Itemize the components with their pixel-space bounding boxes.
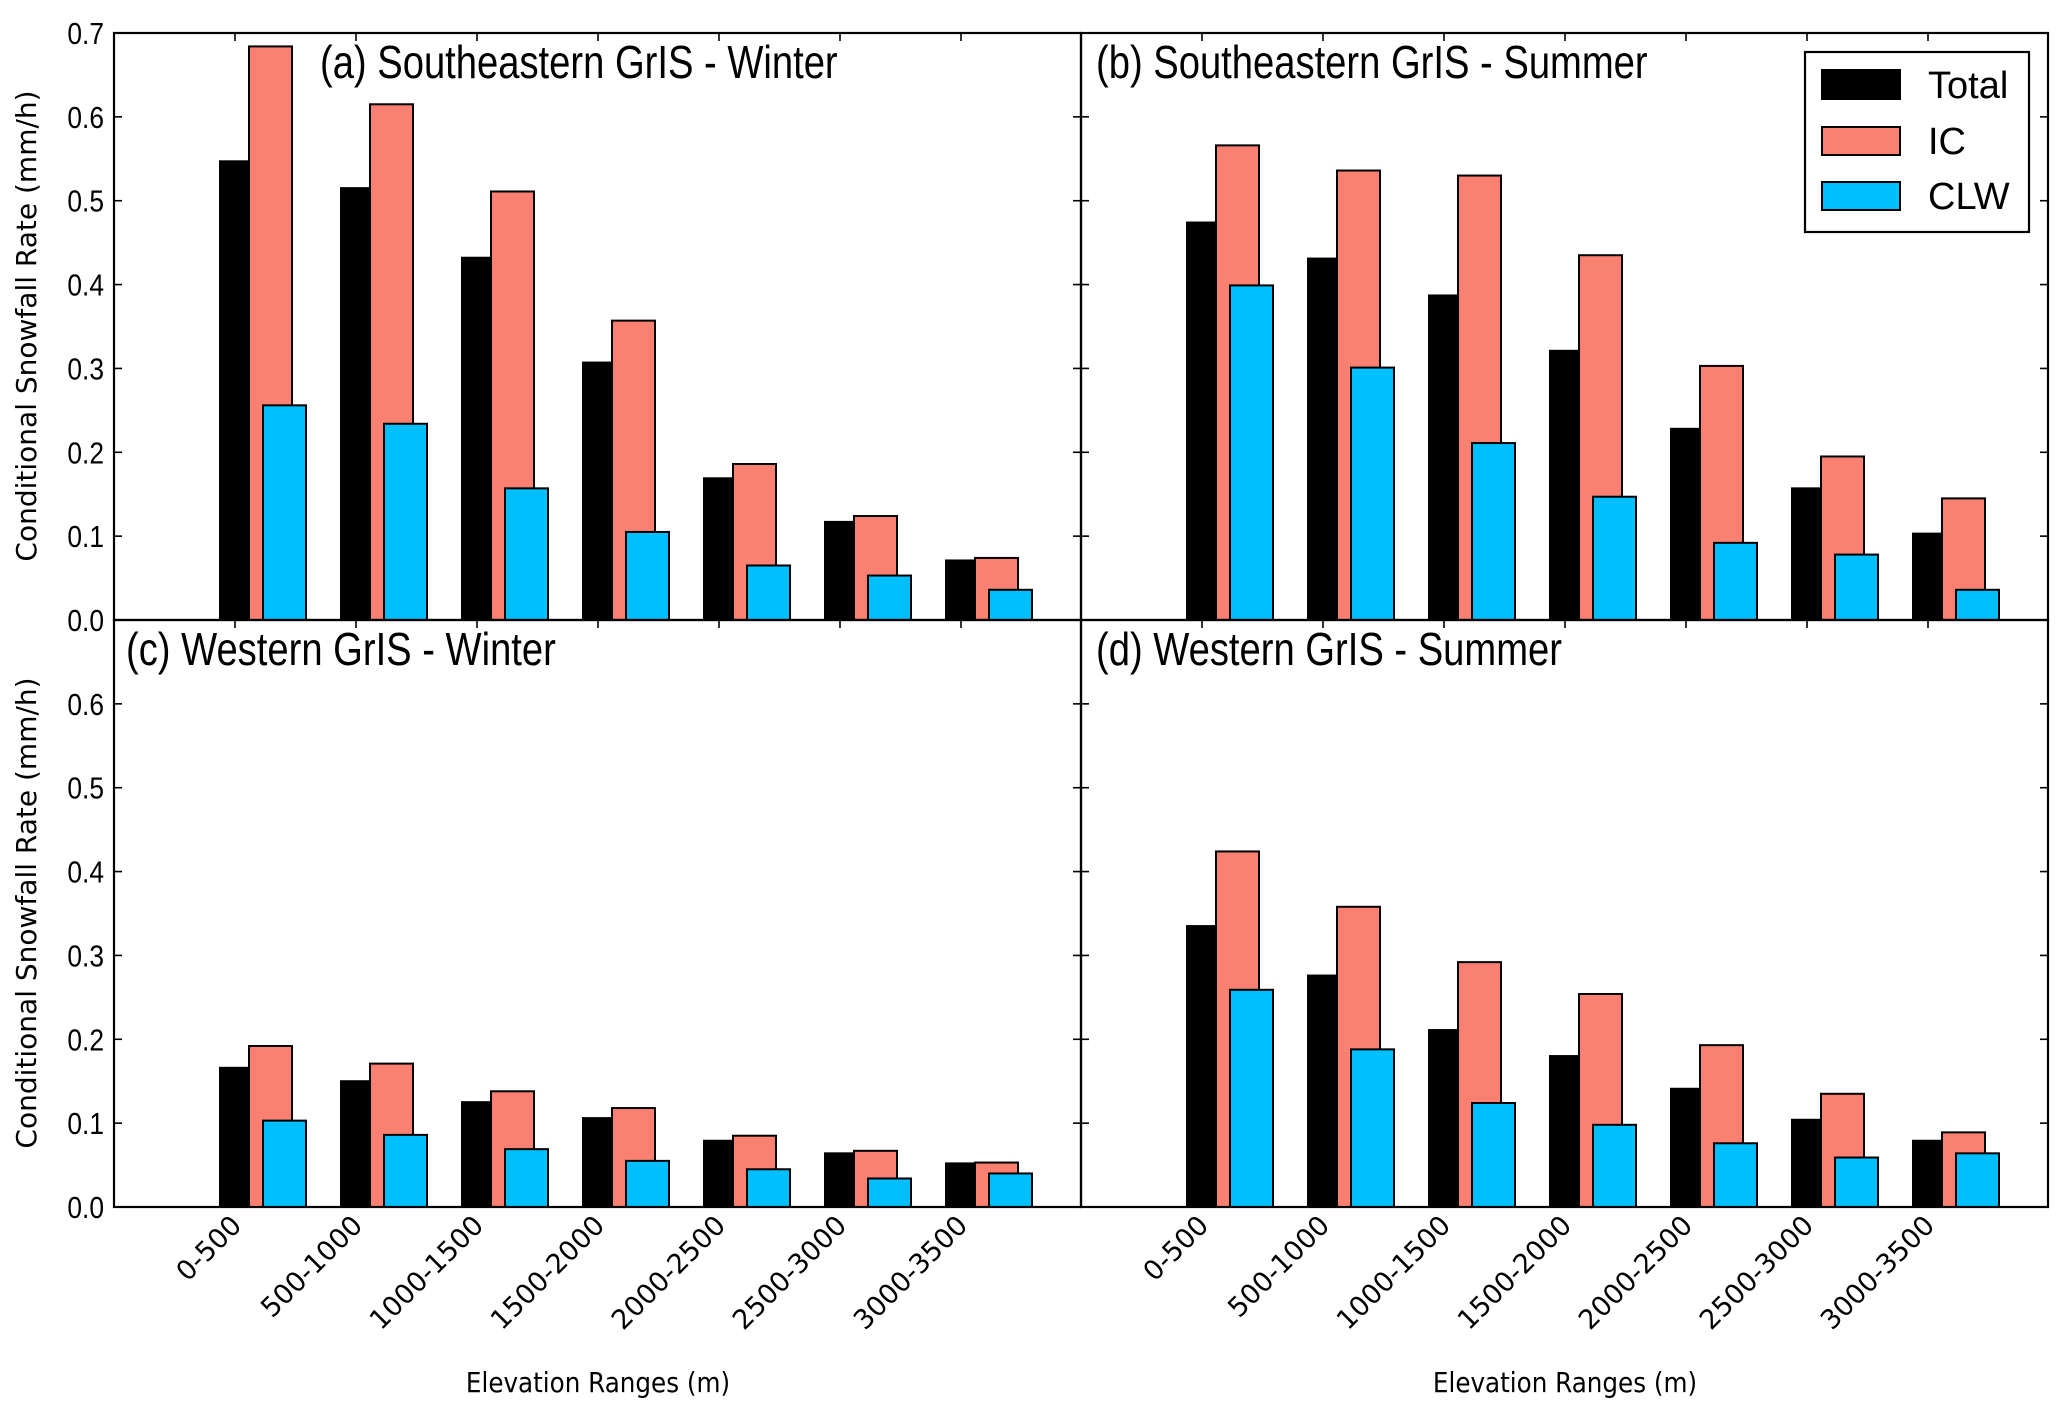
panel-d-bars — [1186, 850, 2000, 1209]
panel-d: (d) Western GrIS - Summer — [1079, 618, 2050, 1209]
y-tick-label: 0.0 — [67, 1191, 104, 1225]
bar-a-clw-6 — [867, 574, 912, 622]
bar-b-clw-6 — [1834, 553, 1879, 621]
y-tick-label: 0.5 — [67, 772, 104, 806]
panel-b-ticks — [1081, 32, 2048, 621]
bar-a-clw-5 — [746, 564, 791, 621]
panel-c: (c) Western GrIS - Winter — [112, 618, 1083, 1209]
bar-c-clw-1 — [262, 1119, 307, 1209]
y-tick-label: 0.1 — [67, 520, 104, 554]
bar-c-clw-5 — [746, 1168, 791, 1208]
panel-d-title: (d) Western GrIS - Summer — [1096, 624, 1562, 675]
panel-d-ticks — [1081, 619, 2048, 1208]
panel-a-bars — [219, 45, 1033, 622]
panel-c-bars — [219, 1044, 1033, 1209]
panel-c-ticks — [114, 619, 1081, 1208]
legend-swatch-ic — [1821, 126, 1901, 156]
y-tick-label: 0.3 — [67, 352, 104, 386]
x-axis-label-left: Elevation Ranges (m) — [466, 1368, 730, 1400]
bar-b-clw-5 — [1713, 541, 1758, 622]
legend-swatch-total — [1821, 69, 1901, 100]
bar-c-clw-2 — [383, 1133, 428, 1208]
bar-a-clw-7 — [988, 588, 1033, 621]
bar-d-clw-3 — [1471, 1102, 1516, 1208]
bar-b-clw-4 — [1592, 495, 1637, 622]
bar-a-clw-1 — [262, 404, 307, 621]
bar-b-clw-7 — [1955, 588, 2000, 621]
y-tick-label: 0.4 — [67, 856, 104, 890]
panel-a-title: (a) Southeastern GrIS - Winter — [320, 37, 838, 88]
bar-c-clw-3 — [504, 1148, 549, 1208]
legend-swatch-clw — [1821, 181, 1901, 211]
bar-b-clw-2 — [1350, 366, 1395, 621]
bar-c-clw-7 — [988, 1172, 1033, 1209]
y-axis-label-bottom: Conditional Snowfall Rate (mm/h) — [10, 677, 43, 1148]
y-tick-label: 0.6 — [67, 101, 104, 135]
bar-d-clw-7 — [1955, 1152, 2000, 1208]
y-tick-label: 0.2 — [67, 1023, 104, 1057]
bar-c-clw-6 — [867, 1177, 912, 1208]
bar-d-clw-6 — [1834, 1156, 1879, 1209]
legend-label-clw: CLW — [1928, 176, 2010, 218]
bar-b-clw-1 — [1229, 284, 1274, 621]
legend-label-ic: IC — [1928, 121, 1966, 163]
panel-b-title: (b) Southeastern GrIS - Summer — [1096, 37, 1648, 88]
bar-c-clw-4 — [625, 1159, 670, 1208]
y-tick-label: 0.3 — [67, 939, 104, 973]
y-tick-label: 0.2 — [67, 436, 104, 470]
y-tick-labels: 0.0 0.1 0.2 0.3 0.4 0.5 0.6 0.7 0.0 0.1 0.2 0.3 0.4 0… — [67, 17, 104, 1225]
bar-b-clw-3 — [1471, 442, 1516, 621]
bar-a-clw-3 — [504, 487, 549, 622]
y-tick-label: 0.7 — [67, 17, 104, 51]
bar-d-clw-4 — [1592, 1123, 1637, 1208]
bar-a-clw-4 — [625, 530, 670, 622]
panel-b-bars — [1186, 144, 2000, 622]
panel-c-title: (c) Western GrIS - Winter — [126, 624, 556, 675]
y-tick-label: 0.5 — [67, 185, 104, 219]
y-axis-label-top: Conditional Snowfall Rate (mm/h) — [10, 90, 43, 561]
legend-label-total: Total — [1928, 65, 2008, 107]
legend: Total IC CLW — [1803, 50, 2031, 234]
bar-d-clw-1 — [1229, 988, 1274, 1208]
y-tick-label: 0.6 — [67, 688, 104, 722]
bar-d-clw-5 — [1713, 1142, 1758, 1208]
y-tick-label: 0.4 — [67, 269, 104, 303]
panel-a: (a) Southeastern GrIS - Winter — [112, 31, 1083, 622]
bar-a-clw-2 — [383, 422, 428, 621]
bar-d-clw-2 — [1350, 1048, 1395, 1208]
x-axis-label-right: Elevation Ranges (m) — [1433, 1368, 1697, 1400]
y-tick-label: 0.0 — [67, 604, 104, 638]
y-tick-label: 0.1 — [67, 1107, 104, 1141]
